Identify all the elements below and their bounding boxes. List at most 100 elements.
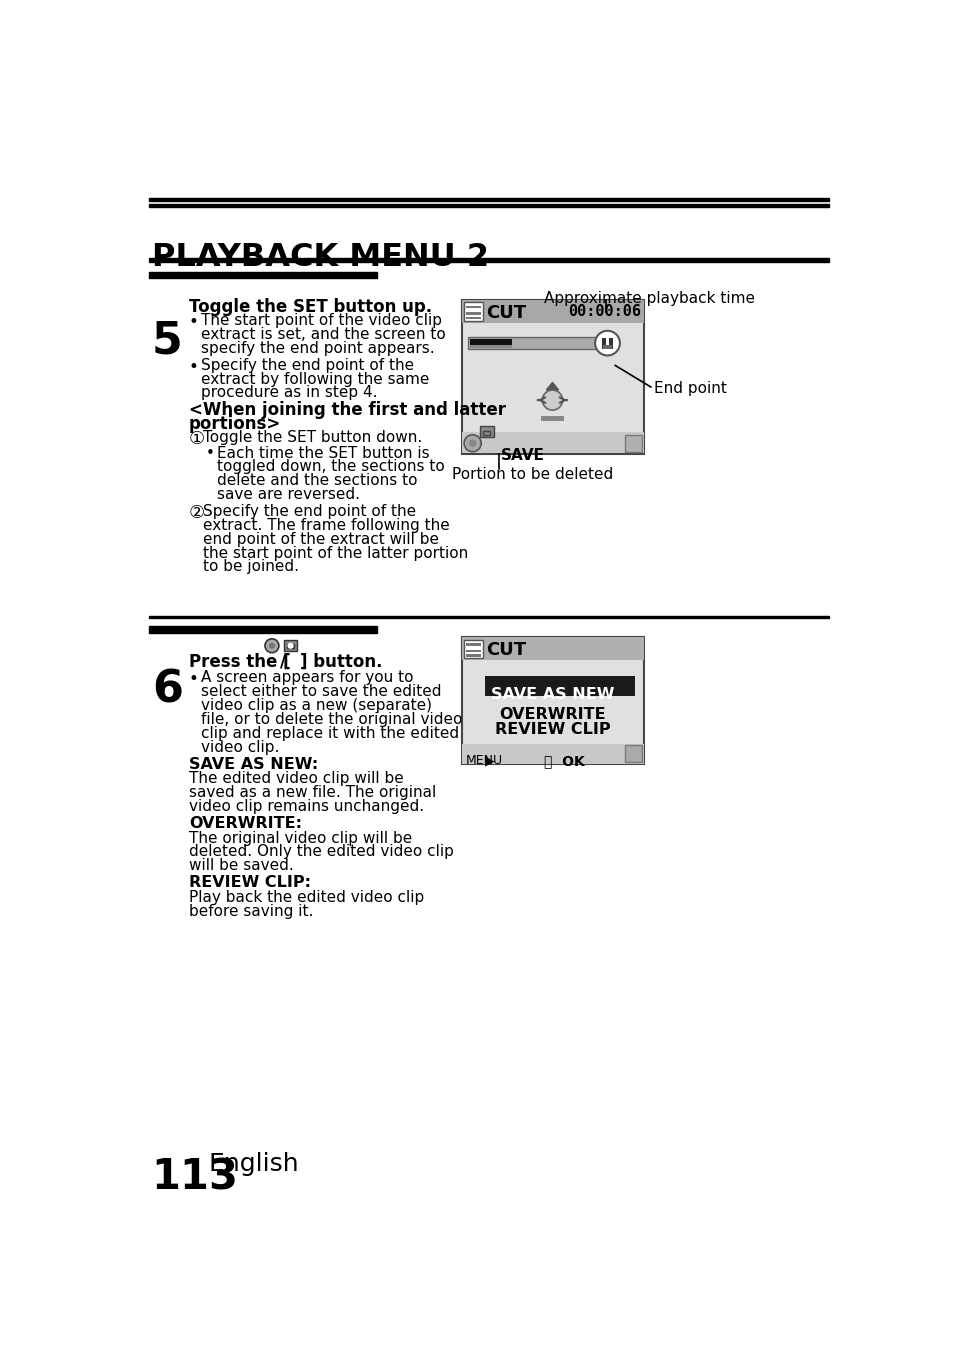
Circle shape (542, 390, 562, 410)
Bar (149, 616, 828, 617)
Bar (624, 745, 641, 763)
Text: clip and replace it with the edited: clip and replace it with the edited (201, 726, 459, 741)
Text: OVERWRITE: OVERWRITE (498, 706, 605, 721)
Circle shape (269, 643, 274, 648)
Text: save are reversed.: save are reversed. (216, 487, 359, 502)
Bar (465, 317, 480, 319)
Text: procedure as in step 4.: procedure as in step 4. (201, 386, 377, 401)
Bar (149, 272, 377, 278)
Text: file, or to delete the original video: file, or to delete the original video (201, 712, 462, 726)
Bar (469, 339, 512, 348)
Text: portions>: portions> (189, 414, 281, 433)
Text: SAVE AS NEW: SAVE AS NEW (490, 686, 614, 702)
Bar (469, 346, 512, 348)
Circle shape (265, 639, 278, 652)
Bar (624, 434, 641, 452)
Text: ▶: ▶ (484, 755, 495, 767)
Text: will be saved.: will be saved. (189, 858, 294, 873)
Text: ①: ① (189, 430, 205, 448)
Circle shape (464, 434, 480, 452)
Bar (465, 650, 480, 652)
Text: •: • (189, 313, 198, 331)
Text: Play back the edited video clip: Play back the edited video clip (189, 890, 424, 905)
Text: CUT: CUT (486, 642, 526, 659)
Bar (149, 203, 828, 207)
Bar (149, 258, 828, 261)
Bar (461, 300, 643, 323)
Bar (283, 640, 297, 651)
Polygon shape (546, 382, 558, 390)
Circle shape (468, 440, 476, 447)
Text: •: • (189, 358, 198, 375)
Circle shape (595, 331, 619, 355)
Text: MENU: MENU (465, 755, 502, 767)
Text: Portion to be deleted: Portion to be deleted (452, 467, 613, 482)
Text: A screen appears for you to: A screen appears for you to (201, 670, 414, 686)
Circle shape (287, 643, 294, 648)
Text: extract. The frame following the: extract. The frame following the (203, 518, 449, 533)
Text: extract is set, and the screen to: extract is set, and the screen to (201, 327, 446, 342)
Text: CUT: CUT (486, 304, 526, 321)
Text: The start point of the video clip: The start point of the video clip (201, 313, 442, 328)
Text: select either to save the edited: select either to save the edited (201, 685, 441, 699)
Bar (464, 640, 482, 658)
Bar (465, 307, 480, 308)
Text: 6: 6 (152, 668, 183, 712)
Text: /: / (280, 652, 286, 671)
Text: OVERWRITE:: OVERWRITE: (189, 816, 302, 831)
Bar (465, 643, 480, 646)
Bar (482, 430, 490, 434)
Text: Toggle the SET button down.: Toggle the SET button down. (203, 430, 422, 445)
Text: The original video clip will be: The original video clip will be (189, 830, 412, 846)
Bar (286, 644, 294, 648)
Text: Ⓢ  OK: Ⓢ OK (543, 755, 584, 768)
Bar (461, 638, 643, 764)
Text: video clip as a new (separate): video clip as a new (separate) (201, 698, 432, 713)
Bar (601, 338, 605, 348)
Text: Approximate playback time: Approximate playback time (543, 291, 754, 305)
Bar (608, 338, 612, 348)
Bar (479, 425, 493, 437)
Text: PLAYBACK MENU 2: PLAYBACK MENU 2 (152, 242, 488, 273)
Text: Toggle the SET button up.: Toggle the SET button up. (189, 297, 432, 316)
Bar (484, 675, 634, 695)
Text: •: • (189, 670, 198, 689)
Text: REVIEW CLIP: REVIEW CLIP (495, 722, 610, 737)
Text: SAVE: SAVE (500, 448, 544, 463)
Text: SAVE AS NEW:: SAVE AS NEW: (189, 757, 318, 772)
Bar (468, 338, 599, 350)
Text: the start point of the latter portion: the start point of the latter portion (203, 546, 468, 561)
Bar (540, 416, 563, 421)
Text: Specify the end point of the: Specify the end point of the (201, 358, 415, 373)
Text: end point of the extract will be: end point of the extract will be (203, 531, 438, 547)
Text: 00:00:06: 00:00:06 (567, 304, 640, 319)
Text: deleted. Only the edited video clip: deleted. Only the edited video clip (189, 845, 454, 859)
Text: <When joining the first and latter: <When joining the first and latter (189, 401, 505, 418)
Bar (149, 198, 828, 202)
Bar (465, 654, 480, 656)
Text: Each time the SET button is: Each time the SET button is (216, 445, 429, 460)
Text: 113: 113 (152, 1157, 238, 1198)
Text: Specify the end point of the: Specify the end point of the (203, 504, 416, 519)
Bar (465, 312, 480, 315)
Text: English: English (208, 1153, 298, 1177)
Text: The edited video clip will be: The edited video clip will be (189, 771, 403, 787)
Text: toggled down, the sections to: toggled down, the sections to (216, 460, 444, 475)
Bar (464, 303, 482, 321)
Text: video clip.: video clip. (201, 740, 279, 755)
Text: video clip remains unchanged.: video clip remains unchanged. (189, 799, 424, 814)
Bar (461, 744, 643, 764)
Bar (461, 638, 643, 660)
Text: extract by following the same: extract by following the same (201, 371, 429, 386)
Text: •: • (206, 445, 214, 460)
Text: ] button.: ] button. (299, 652, 382, 671)
Bar (461, 432, 643, 453)
Text: REVIEW CLIP:: REVIEW CLIP: (189, 876, 311, 890)
Bar (461, 300, 643, 455)
Text: Press the [: Press the [ (189, 652, 291, 671)
Bar (149, 627, 377, 632)
Text: saved as a new file. The original: saved as a new file. The original (189, 785, 436, 800)
Text: delete and the sections to: delete and the sections to (216, 473, 417, 488)
Text: End point: End point (654, 381, 726, 395)
Bar (602, 344, 612, 350)
